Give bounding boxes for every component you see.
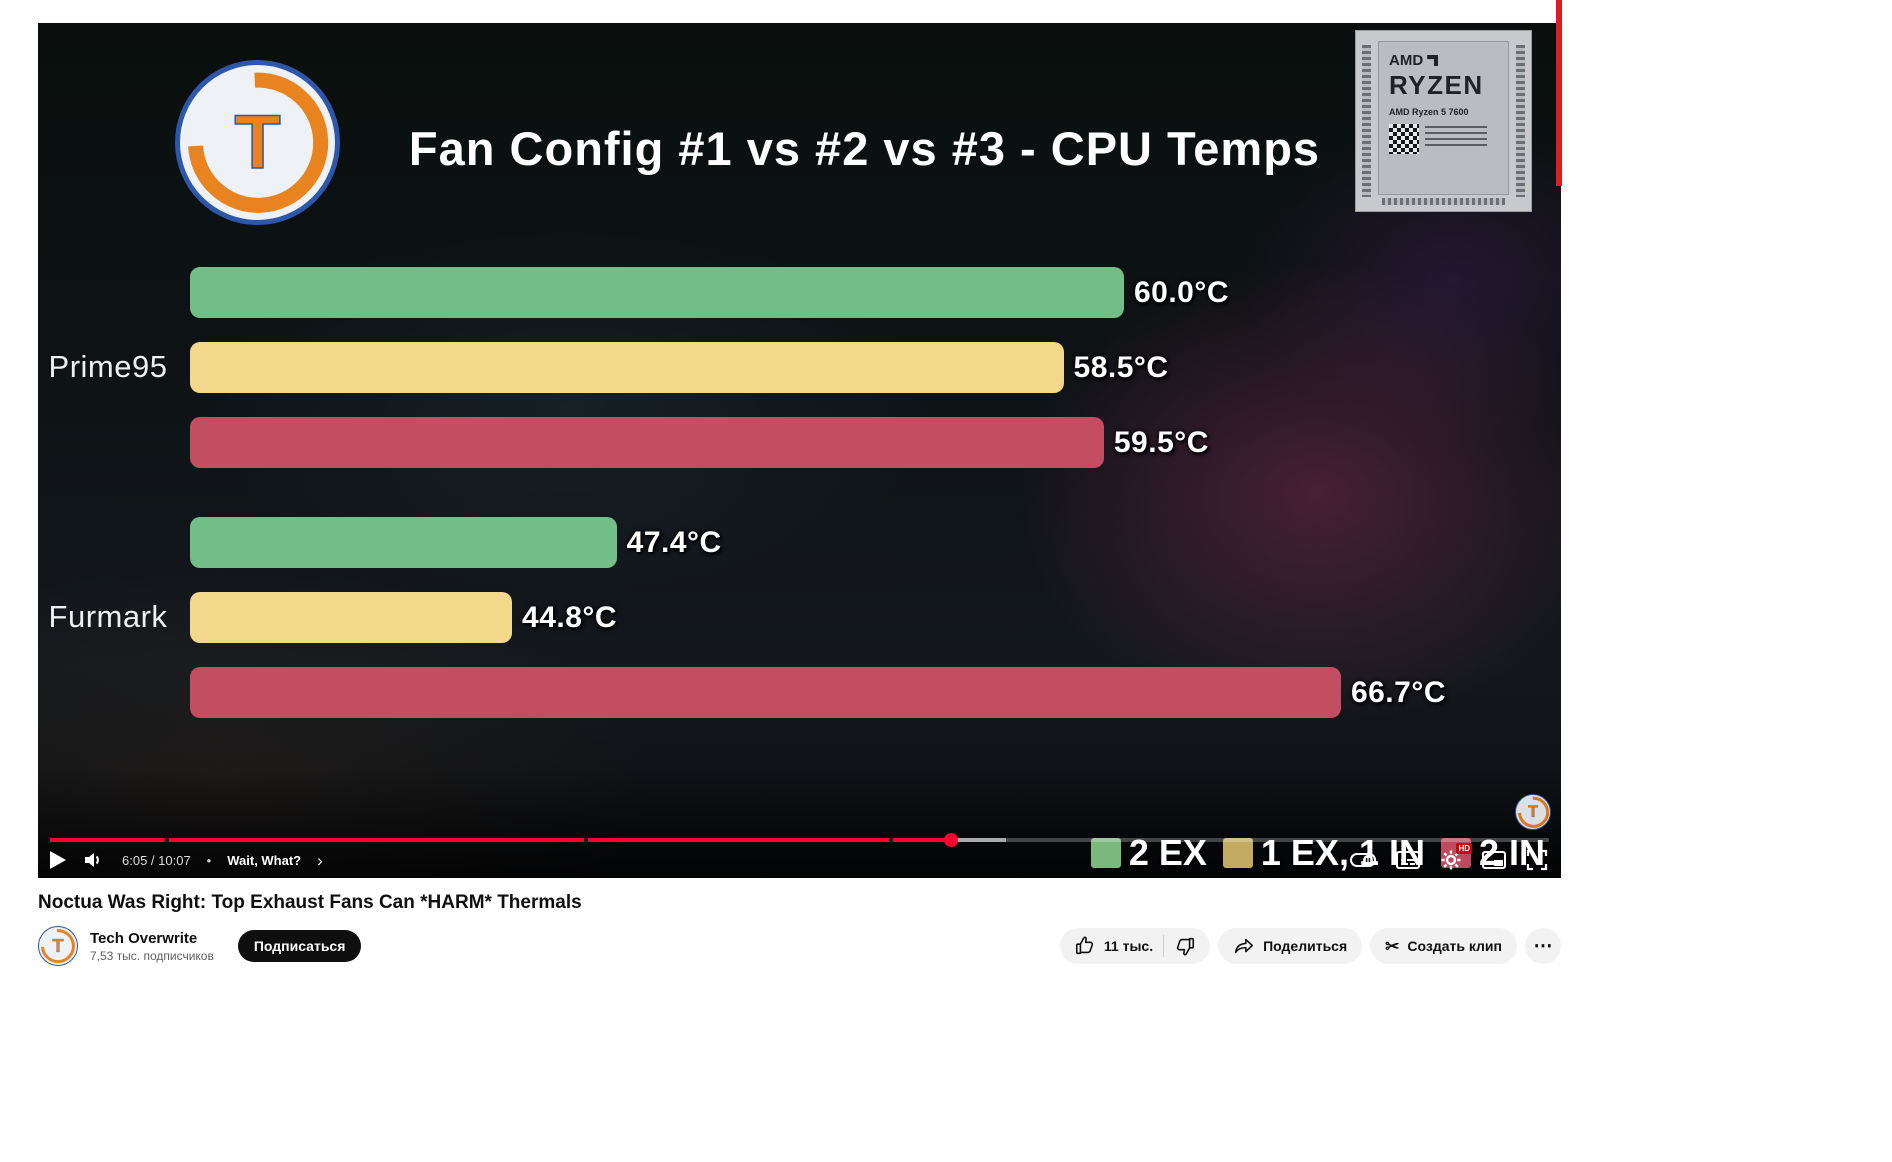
share-button[interactable]: Поделиться [1218, 928, 1363, 964]
chapter-marker [165, 838, 170, 842]
dislike-button[interactable] [1164, 928, 1210, 964]
bar [190, 517, 617, 568]
bar-row: 44.8°C [190, 592, 1446, 643]
bar-row: 59.5°C [190, 417, 1446, 468]
controls-gradient [38, 768, 1561, 878]
progress-bar[interactable] [50, 833, 1549, 847]
chip-body: AMD RYZEN AMD Ryzen 5 7600 [1378, 41, 1509, 195]
video-player[interactable]: T Fan Config #1 vs #2 vs #3 - CPU Temps … [38, 23, 1561, 878]
content-column: T Fan Config #1 vs #2 vs #3 - CPU Temps … [33, 23, 1561, 971]
bar-row: 47.4°C [190, 517, 1446, 568]
chip-model: AMD Ryzen 5 7600 [1389, 107, 1469, 117]
bar-group: Furmark 47.4°C 44.8°C 66.7°C [49, 517, 1446, 718]
left-controls: 6:05 / 10:07 • Wait, What? › [50, 848, 323, 872]
chip-pins-left [1362, 45, 1371, 197]
chip-pins-right [1516, 45, 1525, 197]
progress-played [50, 838, 951, 842]
amd-arrow-icon [1427, 55, 1439, 66]
category-label: Prime95 [48, 349, 168, 384]
bar [190, 267, 1124, 318]
channel-logo: T [158, 43, 357, 242]
logo-letter: T [1527, 802, 1539, 821]
channel-info: Tech Overwrite 7,53 тыс. подписчиков [90, 930, 214, 963]
bar [190, 342, 1064, 393]
amd-brand-text: AMD [1389, 52, 1424, 69]
clip-label: Создать клип [1407, 938, 1502, 954]
settings-button[interactable]: HD [1439, 843, 1472, 872]
like-count: 11 тыс. [1103, 938, 1154, 954]
bar-value-label: 58.5°C [1073, 350, 1169, 384]
subtitles-button[interactable] [1395, 849, 1421, 871]
chip-serial-lines [1425, 124, 1498, 150]
chapter-marker [583, 838, 588, 842]
legend-label: 2 EX [1128, 832, 1207, 873]
chart-bars: Prime95 60.0°C 58.5°C 59.5°C Furmark 47.4°C 44… [49, 267, 1446, 767]
legend-item: 2 EX [1090, 832, 1207, 874]
amd-logo: AMD [1389, 52, 1498, 69]
bar [190, 592, 513, 643]
hd-quality-badge: HD [1456, 843, 1472, 854]
chapter-title[interactable]: Wait, What? [227, 852, 302, 868]
share-icon [1235, 938, 1254, 954]
category-label: Furmark [48, 599, 168, 634]
subscriber-count: 7,53 тыс. подписчиков [90, 948, 214, 963]
subscribe-button[interactable]: Подписаться [237, 930, 362, 962]
bar-group: Prime95 60.0°C 58.5°C 59.5°C [49, 267, 1446, 468]
chapter-marker [889, 838, 894, 842]
time-display: 6:05 / 10:07 [122, 852, 191, 868]
chart-title: Fan Config #1 vs #2 vs #3 - CPU Temps [408, 122, 1321, 175]
bar [190, 417, 1104, 468]
pill-divider [1163, 935, 1165, 957]
legend-swatch [1090, 838, 1121, 868]
bar-row: 58.5°C [190, 342, 1446, 393]
ryzen-text: RYZEN [1389, 70, 1484, 100]
chapter-chevron-icon[interactable]: › [317, 850, 323, 870]
logo-letter: T [234, 99, 282, 186]
bar-value-label: 44.8°C [522, 600, 618, 634]
chip-meta [1389, 124, 1498, 154]
logo-letter: T [52, 935, 64, 956]
channel-avatar[interactable]: T [33, 921, 83, 971]
progress-scrubber[interactable] [943, 833, 958, 847]
like-button[interactable]: 11 тыс. [1060, 928, 1163, 964]
thumb-up-icon [1075, 936, 1094, 955]
thumb-down-icon [1176, 937, 1195, 956]
legend-swatch [1222, 838, 1253, 868]
separator-dot: • [206, 852, 212, 868]
volume-button[interactable] [82, 848, 106, 872]
create-clip-button[interactable]: ✂ Создать клип [1370, 928, 1517, 964]
like-dislike-pill: 11 тыс. [1059, 928, 1211, 964]
bar-value-label: 60.0°C [1133, 275, 1230, 309]
cpu-photo: AMD RYZEN AMD Ryzen 5 7600 [1355, 30, 1532, 212]
bar-row: 66.7°C [190, 667, 1446, 718]
autoplay-toggle[interactable] [1349, 849, 1377, 871]
channel-name[interactable]: Tech Overwrite [90, 929, 198, 947]
bar-value-label: 59.5°C [1113, 425, 1209, 459]
player-controls: 6:05 / 10:07 • Wait, What? › [50, 842, 1549, 878]
channel-watermark[interactable]: T [1511, 790, 1555, 834]
more-icon: ⋯ [1533, 935, 1553, 957]
miniplayer-button[interactable] [1481, 849, 1507, 871]
action-buttons: 11 тыс. Поделиться [1059, 928, 1561, 964]
fullscreen-button[interactable] [1525, 848, 1549, 872]
more-actions-button[interactable]: ⋯ [1525, 928, 1561, 964]
bar-row: 60.0°C [190, 267, 1446, 318]
right-controls: HD [1349, 843, 1549, 872]
bar-value-label: 66.7°C [1350, 675, 1446, 709]
play-button[interactable] [50, 851, 66, 869]
video-title: Noctua Was Right: Top Exhaust Fans Can *… [38, 892, 582, 913]
bar-value-label: 47.4°C [626, 525, 722, 559]
scissors-icon: ✂ [1385, 936, 1400, 956]
red-edge-strip [1556, 0, 1562, 186]
bar [190, 667, 1341, 718]
share-label: Поделиться [1263, 938, 1348, 954]
chip-qr-code [1389, 124, 1419, 154]
channel-row: T Tech Overwrite 7,53 тыс. подписчиков П… [33, 921, 1561, 971]
chip-pins-bottom [1382, 198, 1505, 205]
